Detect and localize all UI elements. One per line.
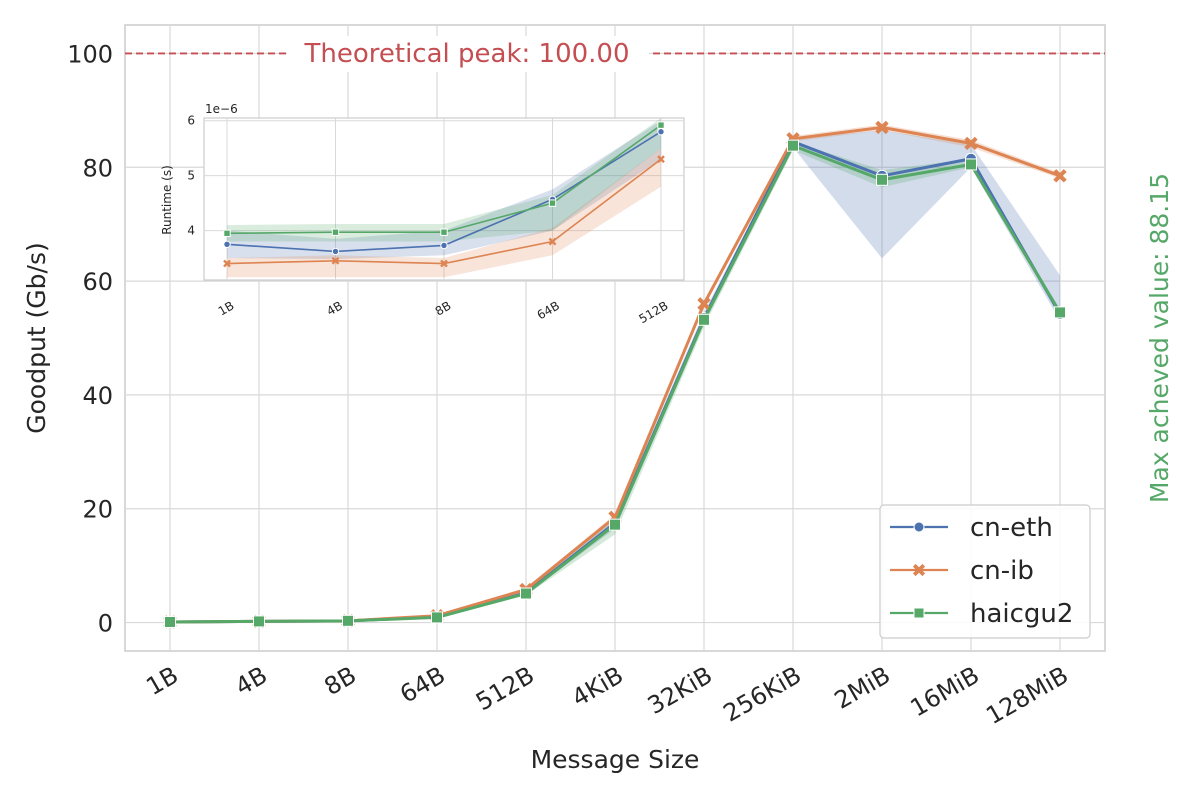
- inset-point-haicgu2: [549, 200, 555, 206]
- main-x-tick-label: 8B: [320, 661, 361, 701]
- legend-marker-haicgu2: [914, 608, 924, 618]
- point-haicgu2: [788, 140, 799, 151]
- main-x-tick-label: 256KiB: [719, 661, 806, 728]
- point-haicgu2: [699, 314, 710, 325]
- legend-label-haicgu2: haicgu2: [970, 599, 1073, 629]
- inset-y-tick-label: 6: [187, 114, 195, 128]
- legend: cn-eth cn-ib haicgu2: [880, 505, 1090, 638]
- main-x-tick-label: 4KiB: [567, 661, 628, 712]
- inset-point-haicgu2: [332, 229, 338, 235]
- main-x-tick-label: 1B: [142, 661, 183, 701]
- main-y-tick-label: 20: [82, 496, 113, 524]
- inset-point-cn-eth: [441, 242, 447, 248]
- inset-point-haicgu2: [224, 230, 230, 236]
- main-y-tick-label: 0: [98, 610, 113, 638]
- point-haicgu2: [966, 159, 977, 170]
- point-haicgu2: [521, 588, 532, 599]
- inset-point-cn-eth: [224, 241, 230, 247]
- main-x-tick-label: 16MiB: [906, 661, 984, 722]
- point-haicgu2: [610, 519, 621, 530]
- main-x-tick-label: 2MiB: [830, 661, 895, 715]
- main-x-tick-labels: 1B 4B 8B 64B 512B 4KiB 32KiB 256KiB 2MiB 16MiB128…: [142, 661, 1073, 730]
- inset-y-tick-label: 4: [187, 224, 195, 238]
- point-haicgu2: [877, 174, 888, 185]
- main-x-tick-label: 4B: [231, 661, 272, 701]
- legend-label-cn-ib: cn-ib: [970, 556, 1034, 586]
- point-haicgu2: [1055, 307, 1066, 318]
- main-y-tick-label: 60: [82, 268, 113, 296]
- main-x-axis-label: Message Size: [531, 745, 700, 774]
- inset-point-cn-eth: [658, 129, 664, 135]
- main-y-tick-label: 80: [82, 154, 113, 182]
- main-y-tick-labels: 0 20 40 60 80 100: [67, 40, 113, 637]
- max-achieved-label: Max acheved value: 88.15: [1145, 173, 1174, 503]
- inset-offset-label: 1e−6: [205, 102, 238, 116]
- main-y-tick-label: 40: [82, 382, 113, 410]
- point-haicgu2: [254, 616, 265, 627]
- inset-point-cn-eth: [332, 248, 338, 254]
- main-y-tick-label: 100: [67, 40, 113, 68]
- main-y-axis-label: Goodput (Gb/s): [22, 242, 51, 434]
- main-x-tick-label: 64B: [395, 661, 450, 709]
- point-haicgu2: [165, 616, 176, 627]
- inset-point-haicgu2: [441, 229, 447, 235]
- inset-y-axis-label: Runtime (s): [160, 165, 174, 235]
- legend-marker-cn-eth: [914, 522, 924, 532]
- inset-point-haicgu2: [658, 122, 664, 128]
- point-haicgu2: [343, 615, 354, 626]
- inset-y-tick-label: 5: [187, 169, 195, 183]
- main-x-tick-label: 32KiB: [643, 661, 717, 720]
- legend-label-cn-eth: cn-eth: [970, 513, 1053, 543]
- main-x-tick-label: 512B: [471, 661, 539, 716]
- main-x-tick-label: 128MiB: [981, 661, 1073, 730]
- theoretical-peak-label: Theoretical peak: 100.00: [304, 39, 630, 69]
- point-haicgu2: [432, 612, 443, 623]
